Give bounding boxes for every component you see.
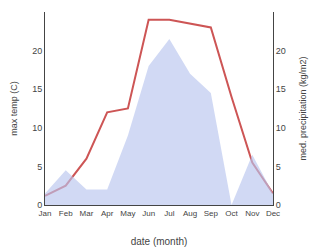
svg-text:Nov: Nov (245, 209, 259, 218)
svg-text:Feb: Feb (59, 209, 73, 218)
svg-text:May: May (120, 209, 135, 218)
svg-text:Oct: Oct (225, 209, 238, 218)
svg-text:Mar: Mar (80, 209, 94, 218)
svg-text:Aug: Aug (183, 209, 197, 218)
svg-text:5: 5 (276, 162, 281, 172)
svg-text:0: 0 (276, 200, 281, 210)
svg-text:15: 15 (32, 84, 42, 94)
svg-text:20: 20 (276, 46, 286, 56)
svg-text:20: 20 (32, 46, 42, 56)
svg-text:5: 5 (37, 162, 42, 172)
svg-text:10: 10 (32, 123, 42, 133)
svg-text:Jan: Jan (39, 209, 52, 218)
svg-text:Jul: Jul (164, 209, 174, 218)
svg-text:15: 15 (276, 84, 286, 94)
svg-text:Sep: Sep (204, 209, 219, 218)
svg-text:date (month): date (month) (131, 236, 188, 247)
svg-text:0: 0 (37, 200, 42, 210)
svg-text:max temp (C): max temp (C) (9, 81, 19, 136)
svg-text:Dec: Dec (266, 209, 280, 218)
svg-text:Jun: Jun (142, 209, 155, 218)
svg-text:10: 10 (276, 123, 286, 133)
svg-text:med. precipitation (kg/m2): med. precipitation (kg/m2) (298, 56, 308, 160)
svg-text:Apr: Apr (101, 209, 114, 218)
